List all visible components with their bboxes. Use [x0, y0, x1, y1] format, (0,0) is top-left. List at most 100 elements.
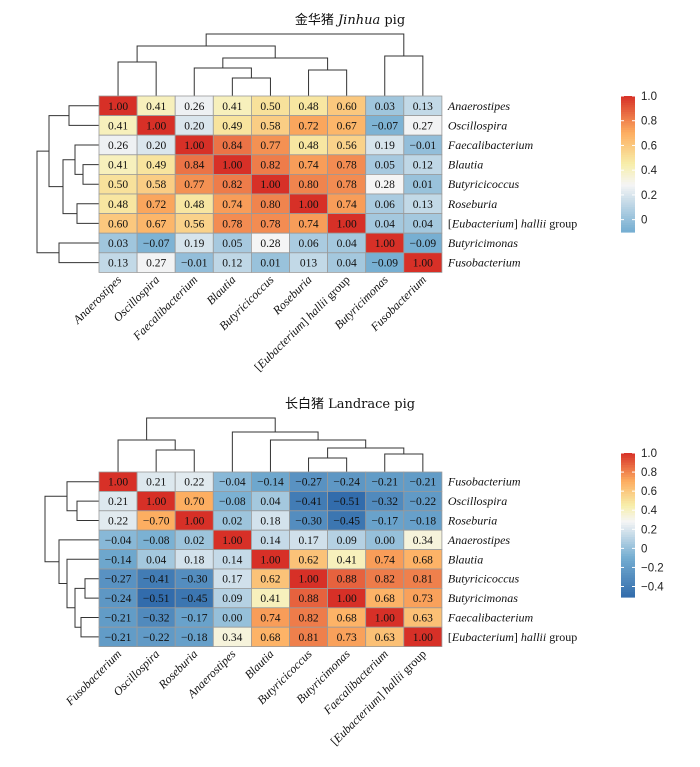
cell-value-label: 0.14	[260, 535, 280, 547]
cell-value-label: 0.72	[298, 120, 318, 132]
column-label: Blautia	[204, 273, 239, 308]
cell-value-label: 0.04	[375, 218, 395, 230]
cell-value-label: 0.13	[108, 258, 128, 270]
cell-value-label: 0.81	[298, 632, 318, 644]
cell-value-label: 0.63	[375, 632, 395, 644]
cell-value-label: 0.56	[184, 218, 204, 230]
cell-value-label: 1.00	[260, 554, 280, 566]
cell-value-label: 0.49	[222, 120, 242, 132]
cell-value-label: 0.13	[413, 199, 433, 211]
cell-value-label: −0.30	[181, 574, 208, 586]
cell-value-label: 013	[300, 258, 318, 270]
cell-value-label: 0.19	[375, 140, 395, 152]
cell-value-label: 0.26	[108, 140, 128, 152]
cell-value-label: 0.78	[337, 160, 357, 172]
cell-value-label: 0.34	[413, 535, 433, 547]
cell-value-label: 1.00	[413, 258, 433, 270]
row-label: Roseburia	[447, 197, 497, 211]
cell-value-label: −0.18	[181, 632, 208, 644]
cell-value-label: 0.80	[298, 179, 318, 191]
heatmap-cells: 1.00 0.41 0.26 0.41 0.50 0.48 0.60 0.03 0.13 0.41…	[98, 95, 443, 273]
legend-tick-label: −0.2	[641, 562, 664, 574]
cell-value-label: 0.49	[146, 160, 166, 172]
color-legend: 1.0 0.8 0.6 0.4 0.2 0 −0.2 −0.4	[621, 448, 664, 598]
cell-value-label: 0.48	[298, 140, 318, 152]
cell-value-label: 0.06	[298, 238, 318, 250]
cell-value-label: 0.06	[375, 199, 395, 211]
legend-tick-label: 0.2	[641, 190, 657, 202]
row-label: [Eubacterium] hallii group	[448, 216, 577, 230]
legend-tick-label: 0.6	[641, 486, 657, 498]
cell-value-label: 0.41	[337, 554, 357, 566]
cell-value-label: 0.74	[337, 199, 357, 211]
cell-value-label: 0.04	[337, 238, 357, 250]
cell-value-label: 0.68	[260, 632, 280, 644]
cell-value-label: 0.58	[260, 120, 280, 132]
cell-value-label: 0.02	[184, 535, 204, 547]
row-label: Butyricicoccus	[448, 572, 520, 586]
cell-value-label: 0.03	[108, 238, 128, 250]
cell-value-label: 0.82	[222, 179, 242, 191]
cell-value-label: 1.00	[337, 218, 357, 230]
cell-value-label: 0.60	[337, 101, 357, 113]
cell-value-label: 0.41	[146, 101, 166, 113]
cell-value-label: 1.00	[146, 120, 166, 132]
cell-value-label: 0.62	[260, 574, 280, 586]
cell-value-label: 0.14	[222, 554, 242, 566]
cell-value-label: 0.00	[222, 613, 242, 625]
cell-value-label: 0.84	[184, 160, 204, 172]
cell-value-label: 0.48	[108, 199, 128, 211]
heatmap-cells: 1.00 0.21 0.22 −0.04 −0.14 −0.27 −0.24 −0.21 −0.…	[98, 471, 443, 648]
cell-value-label: 0.88	[337, 574, 357, 586]
cell-value-label: 0.77	[260, 140, 280, 152]
cell-value-label: 0.02	[222, 516, 242, 528]
cell-value-label: 0.20	[184, 120, 204, 132]
cell-value-label: −0.27	[295, 477, 322, 489]
cell-value-label: 1.00	[298, 574, 318, 586]
legend-tick-label: 0	[641, 215, 647, 227]
cell-value-label: 0.01	[413, 179, 433, 191]
cell-value-label: 0.41	[260, 593, 280, 605]
cell-value-label: 0.56	[337, 140, 357, 152]
cell-value-label: 0.00	[375, 535, 395, 547]
cell-value-label: −0.21	[105, 613, 132, 625]
cell-value-label: −0.30	[295, 516, 322, 528]
row-label: Butyricicoccus	[448, 177, 520, 191]
cell-value-label: 1.00	[413, 632, 433, 644]
row-label: Butyricimonas	[448, 591, 518, 605]
cell-value-label: −0.21	[105, 632, 132, 644]
cell-value-label: 0.68	[375, 593, 395, 605]
cell-value-label: −0.01	[181, 258, 208, 270]
row-label: Blautia	[448, 158, 483, 172]
cell-value-label: 0.80	[260, 199, 280, 211]
cell-value-label: 0.67	[337, 120, 357, 132]
cell-value-label: 0.28	[260, 238, 280, 250]
row-label: Faecalibacterium	[447, 611, 534, 625]
cell-value-label: 0.72	[146, 199, 166, 211]
cell-value-label: 0.78	[222, 218, 242, 230]
cell-value-label: −0.45	[181, 593, 208, 605]
cell-value-label: 0.04	[260, 496, 280, 508]
cell-value-label: −0.07	[143, 238, 170, 250]
row-labels: Anaerostipes Oscillospira Faecalibacterium…	[447, 99, 577, 270]
cell-value-label: 0.67	[146, 218, 166, 230]
cell-value-label: −0.01	[410, 140, 437, 152]
cell-value-label: 0.78	[337, 179, 357, 191]
cell-value-label: −0.70	[143, 516, 170, 528]
column-label: Fusobacterium	[62, 647, 124, 709]
cell-value-label: 0.88	[298, 593, 318, 605]
cell-value-label: 1.00	[222, 160, 242, 172]
cell-value-label: 0.12	[413, 160, 433, 172]
cell-value-label: −0.21	[371, 477, 398, 489]
cell-value-label: 1.00	[184, 516, 204, 528]
cell-value-label: 0.63	[413, 613, 433, 625]
column-labels: FusobacteriumOscillospiraRoseburiaAnaero…	[62, 647, 429, 749]
row-label: Butyricimonas	[448, 236, 518, 250]
column-label: Blautia	[242, 647, 277, 682]
cell-value-label: 0.48	[184, 199, 204, 211]
cell-value-label: 0.68	[413, 554, 433, 566]
legend-tick-label: 0.4	[641, 165, 658, 177]
legend-tick-label: 1.0	[641, 448, 657, 460]
cell-value-label: 1.00	[222, 535, 242, 547]
